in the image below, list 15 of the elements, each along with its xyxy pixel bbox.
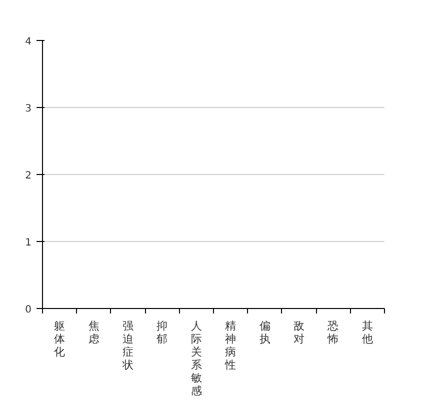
x-tick-label: 躯体化 <box>54 320 66 358</box>
x-tick-label: 精神病性 <box>224 320 236 372</box>
x-tick-label: 焦虑 <box>88 320 100 346</box>
x-tick-label: 强迫症状 <box>122 320 134 372</box>
x-tick-label: 人际关系敏感 <box>190 320 202 398</box>
y-tick-label: 2 <box>25 170 32 182</box>
y-tick-label: 1 <box>25 238 32 248</box>
x-tick-label: 敌对 <box>294 320 304 346</box>
x-tick-label: 其他 <box>362 320 373 346</box>
y-tick-label: 3 <box>25 104 32 114</box>
x-tick-label: 恐怖 <box>326 320 339 346</box>
y-tick-label: 0 <box>25 304 32 316</box>
x-tick-label: 偏执 <box>259 320 270 346</box>
y-tick-label: 4 <box>25 36 32 48</box>
x-tick-label: 抑郁 <box>156 320 168 346</box>
